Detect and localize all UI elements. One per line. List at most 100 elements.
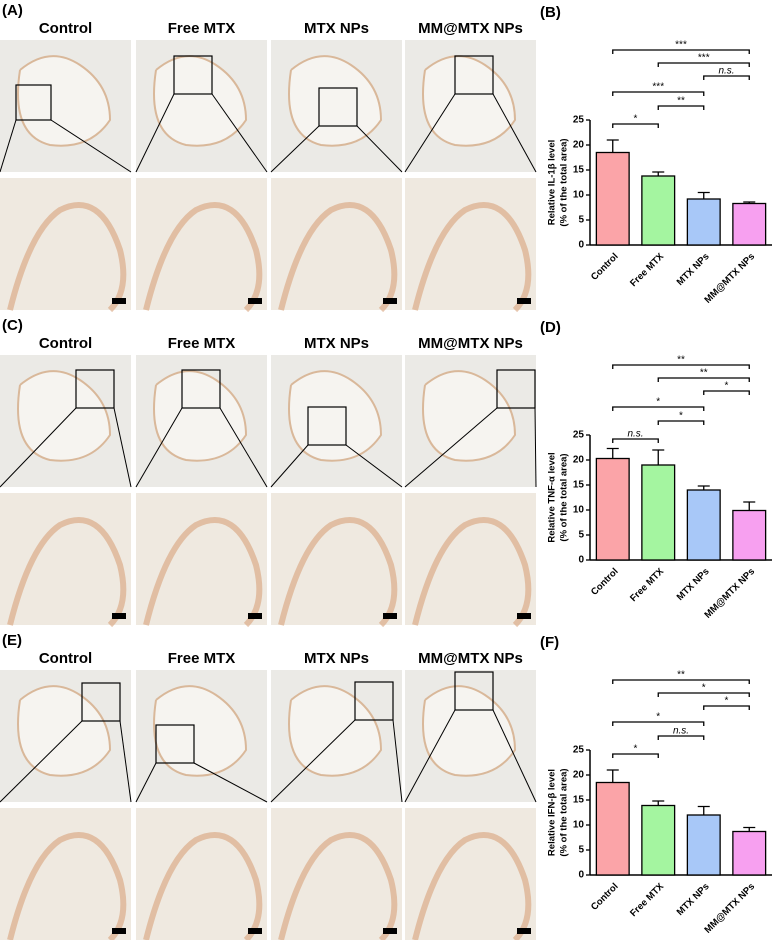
zoom-line: [0, 720, 83, 803]
x-tick-label: MTX NPs: [675, 251, 712, 288]
significance-bracket: [612, 123, 659, 128]
significance-bracket: [657, 735, 705, 740]
significance-label: ***: [652, 82, 664, 93]
error-bar: [652, 171, 665, 176]
tissue: [422, 370, 517, 462]
error-bar: [606, 769, 619, 783]
zoom-image: [405, 178, 536, 310]
column-header: MM@MTX NPs: [418, 20, 523, 37]
x-tick-label: Control: [589, 566, 621, 598]
bar: [686, 489, 721, 561]
significance-label: **: [677, 96, 685, 107]
error-bar: [697, 191, 710, 199]
significance-bracket: [612, 364, 750, 369]
significance-bracket: [612, 679, 750, 684]
tissue: [153, 685, 248, 777]
column-header: MM@MTX NPs: [418, 650, 523, 667]
significance-bracket: [657, 105, 705, 110]
significance-bracket: [612, 406, 705, 411]
column-header: MTX NPs: [304, 20, 369, 37]
zoom-image: [0, 178, 131, 310]
inset-box: [173, 55, 213, 95]
scale-bar: [383, 613, 397, 619]
scale-bar: [517, 928, 531, 934]
significance-label: *: [656, 712, 660, 723]
tissue-zoom: [7, 832, 127, 943]
y-tick-label: 0: [578, 240, 584, 251]
y-tick-label: 15: [573, 795, 585, 806]
scale-bar: [112, 298, 126, 304]
significance-bracket: [612, 49, 750, 54]
zoom-line: [0, 407, 77, 488]
scale-bar: [383, 928, 397, 934]
bar: [595, 457, 630, 561]
tissue: [422, 55, 517, 147]
tissue-zoom: [278, 832, 398, 943]
y-tick-label: 10: [573, 190, 585, 201]
scale-bar: [383, 298, 397, 304]
significance-label: **: [677, 355, 685, 366]
zoom-line: [492, 709, 537, 803]
tissue-zoom: [7, 202, 127, 313]
inset-box: [354, 681, 394, 721]
zoom-line: [404, 709, 456, 803]
scale-bar: [112, 613, 126, 619]
bar: [595, 781, 630, 876]
error-bar: [697, 485, 710, 490]
inset-box: [81, 682, 121, 722]
significance-label: **: [700, 368, 708, 379]
column-header: Control: [39, 20, 92, 37]
significance-bracket: [703, 75, 750, 80]
significance-label: ***: [675, 40, 687, 51]
zoom-image: [405, 493, 536, 625]
y-tick-label: 5: [578, 530, 584, 541]
column-header: Free MTX: [168, 335, 236, 352]
tissue: [17, 55, 112, 147]
significance-bracket: [703, 705, 750, 710]
x-tick-label: MTX NPs: [675, 881, 712, 918]
tissue-zoom: [7, 517, 127, 628]
zoom-image: [136, 808, 267, 940]
tissue: [17, 370, 112, 462]
zoom-line: [0, 119, 17, 173]
scale-bar: [517, 298, 531, 304]
significance-bracket: [657, 377, 750, 382]
y-tick-label: 25: [573, 115, 585, 126]
tissue-zoom: [143, 517, 263, 628]
column-header: MTX NPs: [304, 650, 369, 667]
y-tick-label: 5: [578, 845, 584, 856]
zoom-line: [50, 119, 132, 173]
tissue-zoom: [278, 202, 398, 313]
significance-label: *: [725, 381, 729, 392]
inset-box: [181, 369, 221, 409]
inset-box: [75, 369, 115, 409]
tissue-zoom: [143, 832, 263, 943]
significance-bracket: [612, 721, 705, 726]
zoom-line: [211, 93, 268, 173]
zoom-image: [271, 178, 402, 310]
tissue: [17, 685, 112, 777]
tissue: [288, 55, 383, 147]
error-bar: [697, 805, 710, 815]
scale-bar: [517, 613, 531, 619]
significance-label: **: [677, 670, 685, 681]
tissue-zoom: [278, 517, 398, 628]
zoom-image: [0, 493, 131, 625]
error-bar: [743, 826, 756, 832]
y-tick-label: 0: [578, 870, 584, 881]
column-header: Control: [39, 335, 92, 352]
bar: [732, 830, 767, 876]
bar: [641, 175, 676, 246]
error-bar: [743, 501, 756, 511]
zoom-line: [270, 444, 309, 488]
zoom-image: [136, 493, 267, 625]
significance-label: *: [634, 744, 638, 755]
zoom-line: [113, 407, 132, 488]
significance-label: *: [634, 114, 638, 125]
y-tick-label: 20: [573, 140, 585, 151]
y-axis-label: Relative TNF-α level: [547, 452, 558, 542]
zoom-line: [119, 720, 132, 803]
bar: [686, 198, 721, 246]
significance-bracket: [657, 692, 750, 697]
zoom-image: [0, 808, 131, 940]
